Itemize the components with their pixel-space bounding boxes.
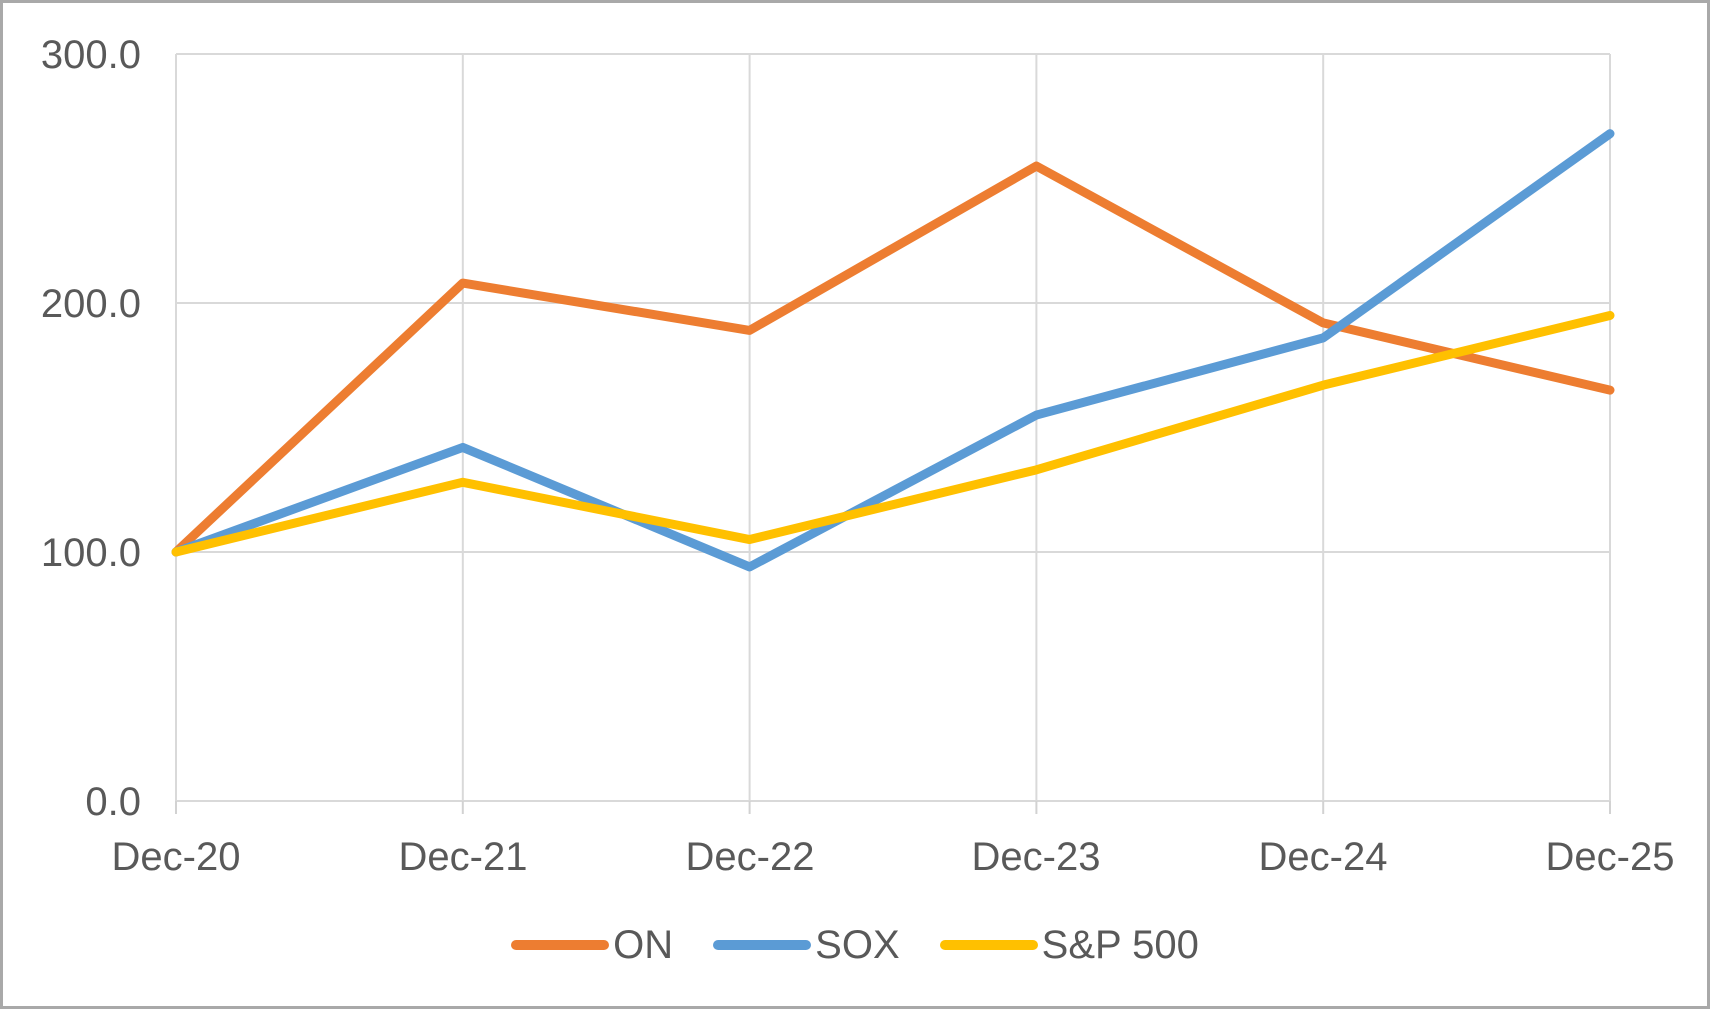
y-tick-label: 300.0: [41, 33, 141, 77]
legend-swatch-sox: [713, 940, 812, 950]
series-lines: [171, 129, 1615, 572]
legend-item-sox: SOX: [713, 923, 900, 967]
y-tick-label: 0.0: [85, 780, 141, 824]
series-line-sox: [171, 129, 1615, 572]
y-axis-tick-labels: 300.0 200.0 100.0 0.0: [41, 33, 141, 824]
legend-label-on: ON: [613, 923, 674, 967]
gridlines: [175, 53, 1611, 802]
legend-label-s-p-500: S&P 500: [1041, 923, 1199, 967]
legend-label-sox: SOX: [815, 923, 900, 967]
series-line-s-p-500: [171, 310, 1615, 557]
chart-legend: ON SOX S&P 500: [3, 921, 1707, 969]
series-line-on: [171, 161, 1615, 557]
y-tick-label: 200.0: [41, 282, 141, 326]
x-axis-tick-labels: Dec-20 Dec-21 Dec-22 Dec-23 Dec-24 Dec-2…: [112, 835, 1675, 879]
line-chart: 300.0 200.0 100.0 0.0 Dec-20 Dec-21 Dec-…: [41, 33, 1675, 879]
legend-item-s-p-500: S&P 500: [939, 923, 1199, 967]
axis-ticks: [175, 801, 1611, 814]
x-tick-label: Dec-21: [399, 835, 528, 879]
x-tick-label: Dec-23: [972, 835, 1101, 879]
x-tick-label: Dec-22: [686, 835, 815, 879]
x-tick-label: Dec-25: [1546, 835, 1675, 879]
legend-swatch-on: [511, 940, 610, 950]
y-tick-label: 100.0: [41, 531, 141, 575]
x-tick-label: Dec-20: [112, 835, 241, 879]
x-tick-label: Dec-24: [1259, 835, 1388, 879]
legend-item-on: ON: [511, 925, 673, 965]
legend-swatch-s-p-500: [939, 940, 1038, 950]
